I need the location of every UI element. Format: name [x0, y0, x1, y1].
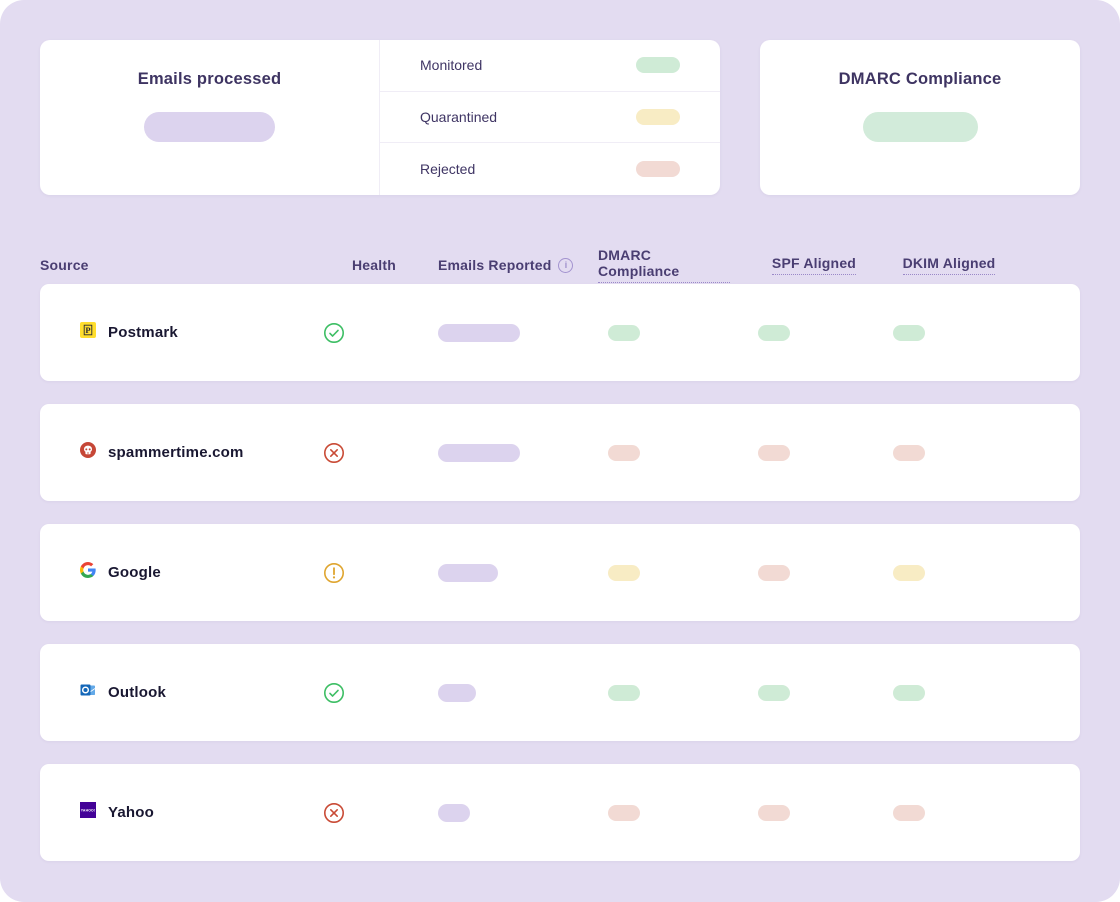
spf-status-pill: [758, 564, 790, 581]
dmarc-compliance-cell: [558, 324, 690, 341]
spf-aligned-cell: [690, 324, 858, 341]
source-cell: P Postmark: [40, 322, 303, 343]
dmarc-compliance-cell: [558, 804, 690, 821]
spf-aligned-cell: [690, 444, 858, 461]
emails-reported-cell: [365, 803, 558, 822]
table-row[interactable]: Outlook: [40, 644, 1080, 741]
column-header-dkim-aligned[interactable]: DKIM Aligned: [902, 255, 996, 275]
source-name: Outlook: [108, 684, 167, 701]
dmarc-compliance-card: DMARC Compliance: [760, 40, 1080, 195]
dkim-aligned-cell: [858, 324, 960, 341]
legend-label: Rejected: [420, 161, 476, 178]
legend-row: Quarantined: [380, 92, 720, 144]
legend-list: Monitored Quarantined Rejected: [380, 40, 720, 195]
health-status-icon: [303, 682, 365, 704]
source-cell: Outlook: [40, 682, 303, 703]
dmarc-status-pill: [608, 684, 640, 701]
spf-aligned-cell: [690, 804, 858, 821]
legend-label: Monitored: [420, 57, 483, 74]
svg-text:P: P: [85, 325, 90, 335]
spf-aligned-cell: [690, 564, 858, 581]
emails-reported-cell: [365, 443, 558, 462]
info-icon[interactable]: i: [558, 257, 574, 273]
table-row[interactable]: Google: [40, 524, 1080, 621]
dkim-status-pill: [893, 564, 925, 581]
spf-status-pill: [758, 804, 790, 821]
dkim-status-pill: [893, 324, 925, 341]
legend-value-pill: [636, 161, 680, 178]
dmarc-status-pill: [608, 804, 640, 821]
legend-value-pill: [636, 57, 680, 74]
yahoo-logo-icon: YAHOO!: [80, 802, 96, 823]
dkim-status-pill: [893, 684, 925, 701]
spf-status-pill: [758, 324, 790, 341]
dkim-status-pill: [893, 804, 925, 821]
emails-processed-title: Emails processed: [137, 70, 282, 88]
postmark-logo-icon: P: [80, 322, 96, 343]
dkim-aligned-cell: [858, 444, 960, 461]
spf-status-pill: [758, 444, 790, 461]
source-name: Yahoo: [108, 804, 155, 821]
dmarc-compliance-title: DMARC Compliance: [838, 70, 1002, 88]
spf-aligned-cell: [690, 684, 858, 701]
source-name: Postmark: [108, 324, 178, 341]
dkim-aligned-cell: [858, 804, 960, 821]
column-header-dmarc-compliance[interactable]: DMARC Compliance: [598, 247, 730, 283]
spf-status-pill: [758, 684, 790, 701]
emails-processed-card: Emails processed Monitored Quarantined Rej…: [40, 40, 720, 195]
source-name: spammertime.com: [108, 444, 244, 461]
emails-reported-cell: [365, 323, 558, 342]
table-header: Source Health Emails Reported i DMARC Co…: [0, 247, 1120, 283]
source-cell: Google: [40, 562, 303, 583]
emails-reported-pill: [438, 683, 476, 702]
column-header-health: Health: [352, 257, 396, 273]
source-cell: YAHOO! Yahoo: [40, 802, 303, 823]
health-status-icon: [303, 562, 365, 584]
emails-processed-value-pill: [144, 112, 275, 142]
health-status-icon: [303, 802, 365, 824]
spam-skull-logo-icon: [80, 442, 96, 463]
column-header-emails-reported: Emails Reported i: [405, 257, 598, 273]
table-row[interactable]: YAHOO! Yahoo: [40, 764, 1080, 861]
emails-reported-cell: [365, 563, 558, 582]
emails-reported-pill: [438, 803, 470, 822]
legend-label: Quarantined: [420, 109, 498, 125]
outlook-logo-icon: [80, 682, 96, 703]
health-status-icon: [303, 442, 365, 464]
dkim-status-pill: [893, 444, 925, 461]
legend-row: Rejected: [380, 143, 720, 195]
google-logo-icon: [79, 562, 96, 583]
column-header-source: Source: [40, 257, 89, 273]
legend-value-pill: [636, 109, 680, 125]
dmarc-compliance-cell: [558, 444, 690, 461]
legend-row: Monitored: [380, 40, 720, 92]
dmarc-compliance-cell: [558, 684, 690, 701]
emails-reported-pill: [438, 563, 498, 582]
summary-section: Emails processed Monitored Quarantined Rej…: [0, 0, 1120, 195]
dkim-aligned-cell: [858, 564, 960, 581]
emails-processed-panel: Emails processed: [40, 40, 380, 195]
dkim-aligned-cell: [858, 684, 960, 701]
source-name: Google: [108, 564, 161, 581]
dmarc-status-pill: [608, 324, 640, 341]
dmarc-status-pill: [608, 444, 640, 461]
emails-reported-pill: [438, 443, 520, 462]
emails-reported-pill: [438, 323, 520, 342]
health-status-icon: [303, 322, 365, 344]
dmarc-compliance-value-pill: [862, 112, 978, 142]
dmarc-status-pill: [608, 564, 640, 581]
source-rows: P Postmark spammertime.com Google Outlook YAH…: [0, 284, 1120, 861]
table-row[interactable]: spammertime.com: [40, 404, 1080, 501]
emails-reported-label: Emails Reported: [438, 257, 552, 273]
source-cell: spammertime.com: [40, 442, 303, 463]
emails-reported-cell: [365, 683, 558, 702]
table-row[interactable]: P Postmark: [40, 284, 1080, 381]
dmarc-compliance-cell: [558, 564, 690, 581]
svg-text:YAHOO!: YAHOO!: [81, 809, 95, 813]
column-header-spf-aligned[interactable]: SPF Aligned: [771, 255, 857, 275]
